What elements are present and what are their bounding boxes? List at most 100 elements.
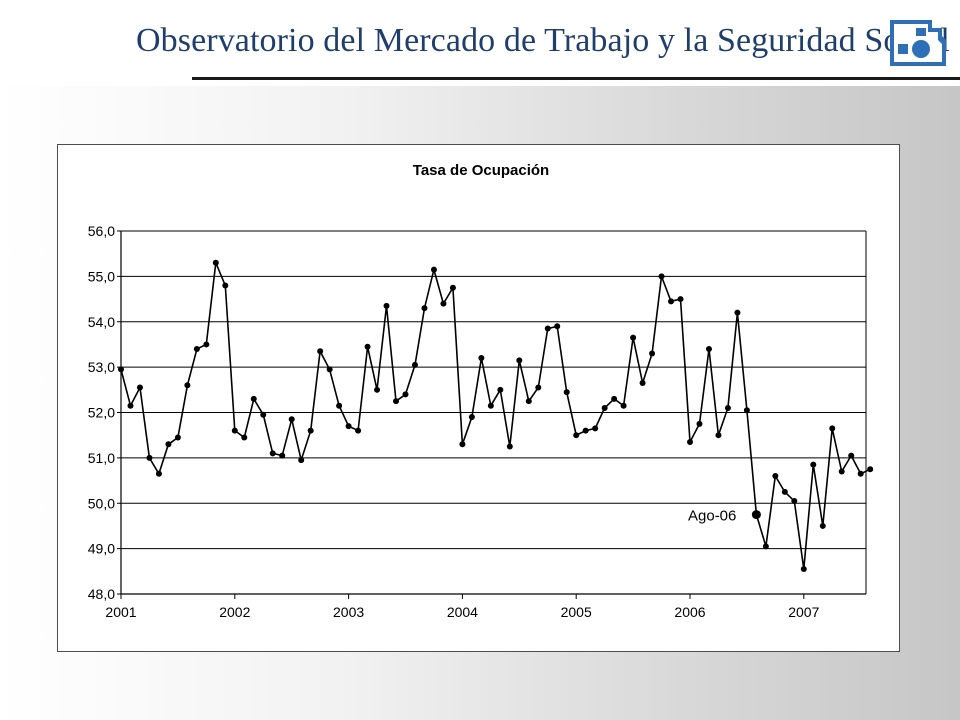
- y-axis: 48,0 49,0 50,0 51,0 52,0 53,0 54,0 55,0 56,0: [88, 223, 867, 602]
- x-tick-label: 2007: [788, 604, 819, 620]
- data-point: [705, 345, 712, 352]
- data-point: [772, 473, 779, 480]
- data-point: [355, 427, 362, 434]
- data-point: [743, 407, 750, 414]
- data-point: [696, 420, 703, 427]
- data-point: [630, 334, 637, 341]
- y-tick-label: 50,0: [88, 495, 115, 511]
- y-tick-label: 54,0: [88, 314, 115, 330]
- data-point: [136, 384, 143, 391]
- data-point: [611, 395, 618, 402]
- data-point: [506, 443, 513, 450]
- data-point: [535, 384, 542, 391]
- data-point: [317, 348, 324, 355]
- data-point: [326, 366, 333, 373]
- data-point: [677, 296, 684, 303]
- data-point: [298, 457, 305, 464]
- y-tick-label: 51,0: [88, 450, 115, 466]
- data-point: [734, 309, 741, 316]
- data-point: [193, 345, 200, 352]
- y-tick-label: 48,0: [88, 586, 115, 602]
- data-point: [810, 461, 817, 468]
- data-point: [867, 466, 874, 473]
- annotation-label: Ago-06: [688, 508, 736, 525]
- data-point: [848, 452, 855, 459]
- data-point: [345, 423, 352, 430]
- data-point: [374, 386, 381, 393]
- data-point: [411, 361, 418, 368]
- data-point: [336, 402, 343, 409]
- data-point: [307, 427, 314, 434]
- data-point: [554, 323, 561, 330]
- data-point: [668, 298, 675, 305]
- data-point: [421, 305, 428, 312]
- data-point: [582, 427, 589, 434]
- data-point: [857, 470, 864, 477]
- data-point: [203, 341, 210, 348]
- x-tick-label: 2003: [333, 604, 364, 620]
- series-line: [118, 259, 874, 573]
- data-point: [800, 566, 807, 573]
- data-point: [393, 398, 400, 405]
- data-point: [288, 416, 295, 423]
- data-point: [563, 389, 570, 396]
- data-point: [118, 366, 124, 373]
- data-point: [516, 357, 523, 364]
- data-point: [478, 355, 485, 362]
- data-point: [497, 386, 504, 393]
- data-point: [715, 432, 722, 439]
- y-tick-label: 52,0: [88, 405, 115, 421]
- x-tick-label: 2004: [447, 604, 478, 620]
- data-point: [468, 414, 475, 421]
- data-point: [724, 404, 731, 411]
- data-point: [269, 450, 276, 457]
- data-point: [184, 382, 191, 389]
- data-point: [260, 411, 267, 418]
- data-point: [544, 325, 551, 332]
- header-title: Observatorio del Mercado de Trabajo y la…: [136, 22, 950, 59]
- x-tick-label: 2006: [674, 604, 705, 620]
- data-point: [430, 266, 437, 273]
- data-point: [620, 402, 627, 409]
- data-point: [440, 300, 447, 307]
- chart-title: Tasa de Ocupación: [413, 162, 549, 179]
- data-point: [383, 302, 390, 309]
- y-tick-label: 55,0: [88, 268, 115, 284]
- data-point: [525, 398, 532, 405]
- data-point: [781, 488, 788, 495]
- series-polyline: [120, 259, 871, 570]
- data-point: [250, 395, 257, 402]
- data-point: [146, 454, 153, 461]
- data-point: [155, 470, 162, 477]
- data-point: [174, 434, 181, 441]
- gear-icon: [890, 20, 946, 66]
- data-point: [279, 452, 286, 459]
- data-point: [241, 434, 248, 441]
- chart-frame: Tasa de Ocupación 48,0 49,0 50,0 51,0 52,0 53…: [57, 144, 900, 652]
- data-point: [165, 441, 172, 448]
- data-point: [819, 522, 826, 529]
- header-divider: [192, 77, 960, 80]
- x-axis: 2001 2002 2003 2004 2005 2006 2007: [105, 593, 866, 620]
- x-tick-label: 2001: [105, 604, 136, 620]
- data-point: [829, 425, 836, 432]
- line-chart: Tasa de Ocupación 48,0 49,0 50,0 51,0 52,0 53…: [88, 162, 874, 620]
- data-point: [364, 343, 371, 350]
- y-tick-label: 56,0: [88, 223, 115, 239]
- data-point: [658, 273, 665, 280]
- data-point: [212, 259, 219, 266]
- y-tick-label: 49,0: [88, 541, 115, 557]
- data-point: [639, 380, 646, 387]
- grid-lines: [121, 230, 866, 595]
- x-tick-label: 2002: [219, 604, 250, 620]
- data-point: [601, 404, 608, 411]
- data-point: [459, 441, 466, 448]
- data-point: [449, 284, 456, 291]
- data-point: [487, 402, 494, 409]
- annotation: Ago-06: [688, 508, 761, 525]
- data-point: [592, 425, 599, 432]
- data-point: [402, 391, 409, 398]
- data-point: [791, 497, 798, 504]
- x-tick-label: 2005: [561, 604, 592, 620]
- data-point: [687, 438, 693, 445]
